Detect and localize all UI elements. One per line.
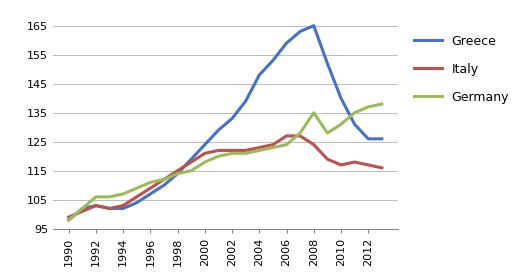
Germany <box>107 195 113 199</box>
Germany <box>378 102 385 106</box>
Germany <box>256 149 262 152</box>
Germany <box>174 172 181 175</box>
Germany <box>243 152 249 155</box>
Greece <box>297 30 303 33</box>
Greece <box>378 137 385 141</box>
Italy <box>107 207 113 210</box>
Italy <box>188 160 195 164</box>
Italy <box>365 163 372 167</box>
Germany <box>284 143 290 146</box>
Germany <box>297 131 303 135</box>
Legend: Greece, Italy, Germany: Greece, Italy, Germany <box>414 35 509 104</box>
Italy <box>79 210 85 213</box>
Germany <box>270 146 276 149</box>
Italy <box>351 160 358 164</box>
Italy <box>338 163 344 167</box>
Italy <box>270 143 276 146</box>
Germany <box>324 131 331 135</box>
Italy <box>243 149 249 152</box>
Germany <box>120 192 126 196</box>
Greece <box>256 73 262 77</box>
Germany <box>201 160 208 164</box>
Italy <box>120 204 126 207</box>
Germany <box>229 152 235 155</box>
Germany <box>351 111 358 114</box>
Greece <box>120 207 126 210</box>
Greece <box>311 24 317 27</box>
Germany <box>66 218 72 222</box>
Italy <box>256 146 262 149</box>
Germany <box>188 169 195 172</box>
Greece <box>351 123 358 126</box>
Line: Greece: Greece <box>69 26 382 220</box>
Greece <box>147 192 154 196</box>
Italy <box>134 195 140 199</box>
Italy <box>147 186 154 190</box>
Greece <box>324 62 331 65</box>
Italy <box>378 166 385 170</box>
Greece <box>174 172 181 175</box>
Greece <box>338 97 344 100</box>
Germany <box>311 111 317 114</box>
Italy <box>201 152 208 155</box>
Italy <box>66 215 72 219</box>
Greece <box>284 41 290 45</box>
Italy <box>161 178 167 181</box>
Germany <box>147 181 154 184</box>
Greece <box>134 201 140 204</box>
Greece <box>243 99 249 103</box>
Italy <box>297 134 303 138</box>
Germany <box>338 123 344 126</box>
Italy <box>174 169 181 172</box>
Germany <box>79 207 85 210</box>
Greece <box>161 184 167 187</box>
Line: Germany: Germany <box>69 104 382 220</box>
Greece <box>107 207 113 210</box>
Germany <box>134 186 140 190</box>
Germany <box>93 195 99 199</box>
Greece <box>201 143 208 146</box>
Germany <box>161 178 167 181</box>
Greece <box>365 137 372 141</box>
Germany <box>215 155 222 158</box>
Italy <box>215 149 222 152</box>
Greece <box>188 157 195 161</box>
Greece <box>93 204 99 207</box>
Italy <box>229 149 235 152</box>
Greece <box>79 207 85 210</box>
Greece <box>215 128 222 132</box>
Italy <box>93 204 99 207</box>
Greece <box>229 117 235 120</box>
Greece <box>66 218 72 222</box>
Greece <box>270 59 276 62</box>
Line: Italy: Italy <box>69 136 382 217</box>
Italy <box>324 157 331 161</box>
Germany <box>365 105 372 109</box>
Italy <box>311 143 317 146</box>
Italy <box>284 134 290 138</box>
